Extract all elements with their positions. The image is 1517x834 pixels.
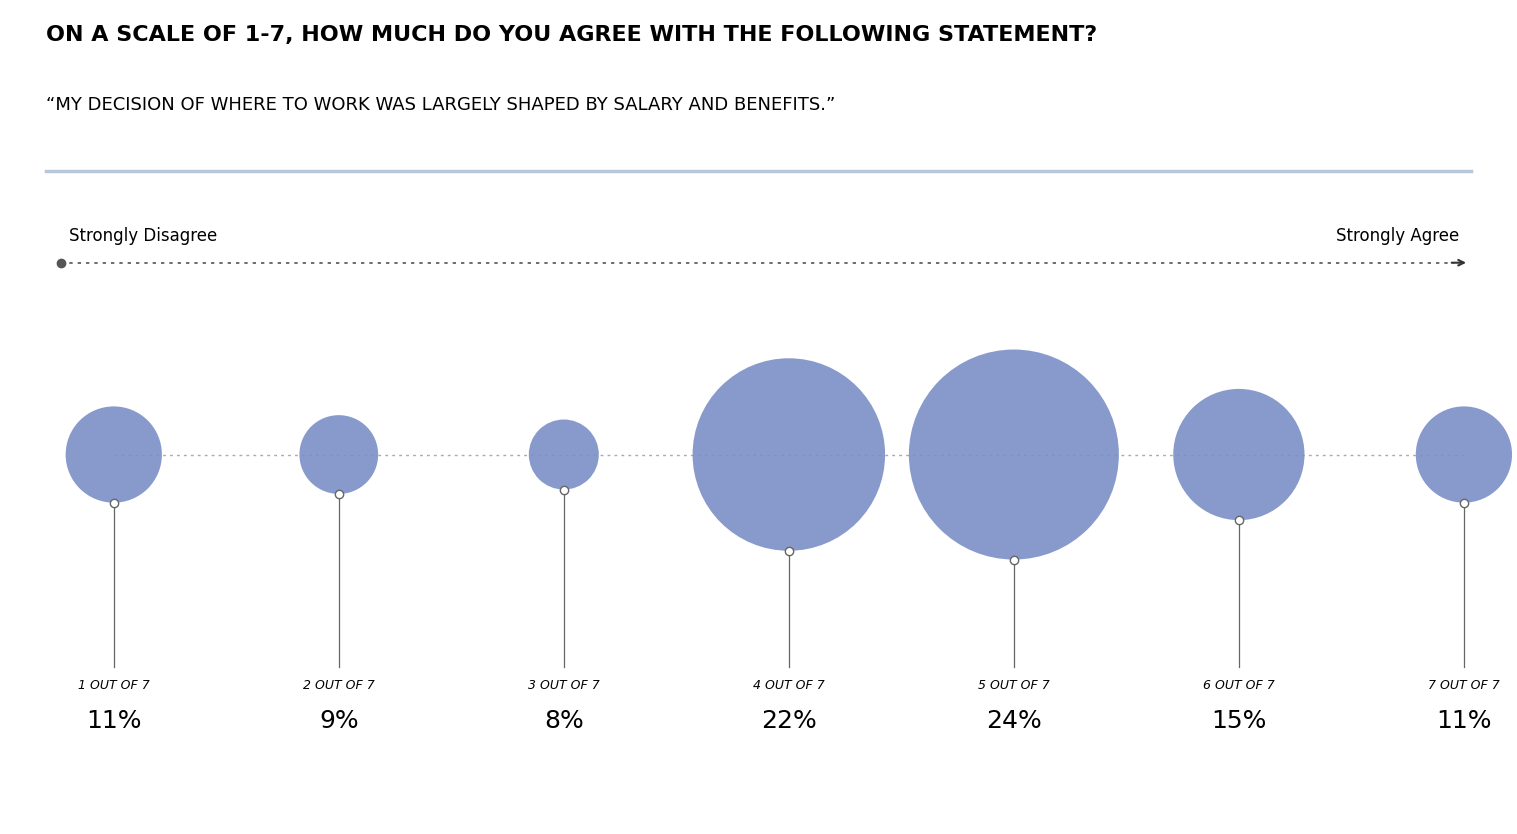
- Text: 6 OUT OF 7: 6 OUT OF 7: [1203, 679, 1274, 692]
- Text: 7 OUT OF 7: 7 OUT OF 7: [1427, 679, 1500, 692]
- Text: Strongly Agree: Strongly Agree: [1335, 227, 1459, 244]
- Ellipse shape: [1415, 406, 1512, 503]
- Ellipse shape: [909, 349, 1120, 560]
- Ellipse shape: [693, 359, 884, 550]
- Ellipse shape: [299, 415, 378, 494]
- Ellipse shape: [1173, 389, 1305, 520]
- Text: 5 OUT OF 7: 5 OUT OF 7: [978, 679, 1050, 692]
- Text: 4 OUT OF 7: 4 OUT OF 7: [752, 679, 825, 692]
- Text: 24%: 24%: [986, 709, 1042, 733]
- Text: 11%: 11%: [86, 709, 141, 733]
- Text: 8%: 8%: [545, 709, 584, 733]
- Ellipse shape: [529, 420, 599, 490]
- Text: 3 OUT OF 7: 3 OUT OF 7: [528, 679, 599, 692]
- Text: ON A SCALE OF 1-7, HOW MUCH DO YOU AGREE WITH THE FOLLOWING STATEMENT?: ON A SCALE OF 1-7, HOW MUCH DO YOU AGREE…: [46, 25, 1097, 45]
- Text: Strongly Disagree: Strongly Disagree: [68, 227, 217, 244]
- Text: “MY DECISION OF WHERE TO WORK WAS LARGELY SHAPED BY SALARY AND BENEFITS.”: “MY DECISION OF WHERE TO WORK WAS LARGEL…: [46, 96, 834, 114]
- Text: 9%: 9%: [319, 709, 358, 733]
- Text: 2 OUT OF 7: 2 OUT OF 7: [303, 679, 375, 692]
- Text: 15%: 15%: [1211, 709, 1267, 733]
- Text: 1 OUT OF 7: 1 OUT OF 7: [77, 679, 150, 692]
- Text: 22%: 22%: [762, 709, 816, 733]
- Ellipse shape: [65, 406, 162, 503]
- Text: 11%: 11%: [1437, 709, 1491, 733]
